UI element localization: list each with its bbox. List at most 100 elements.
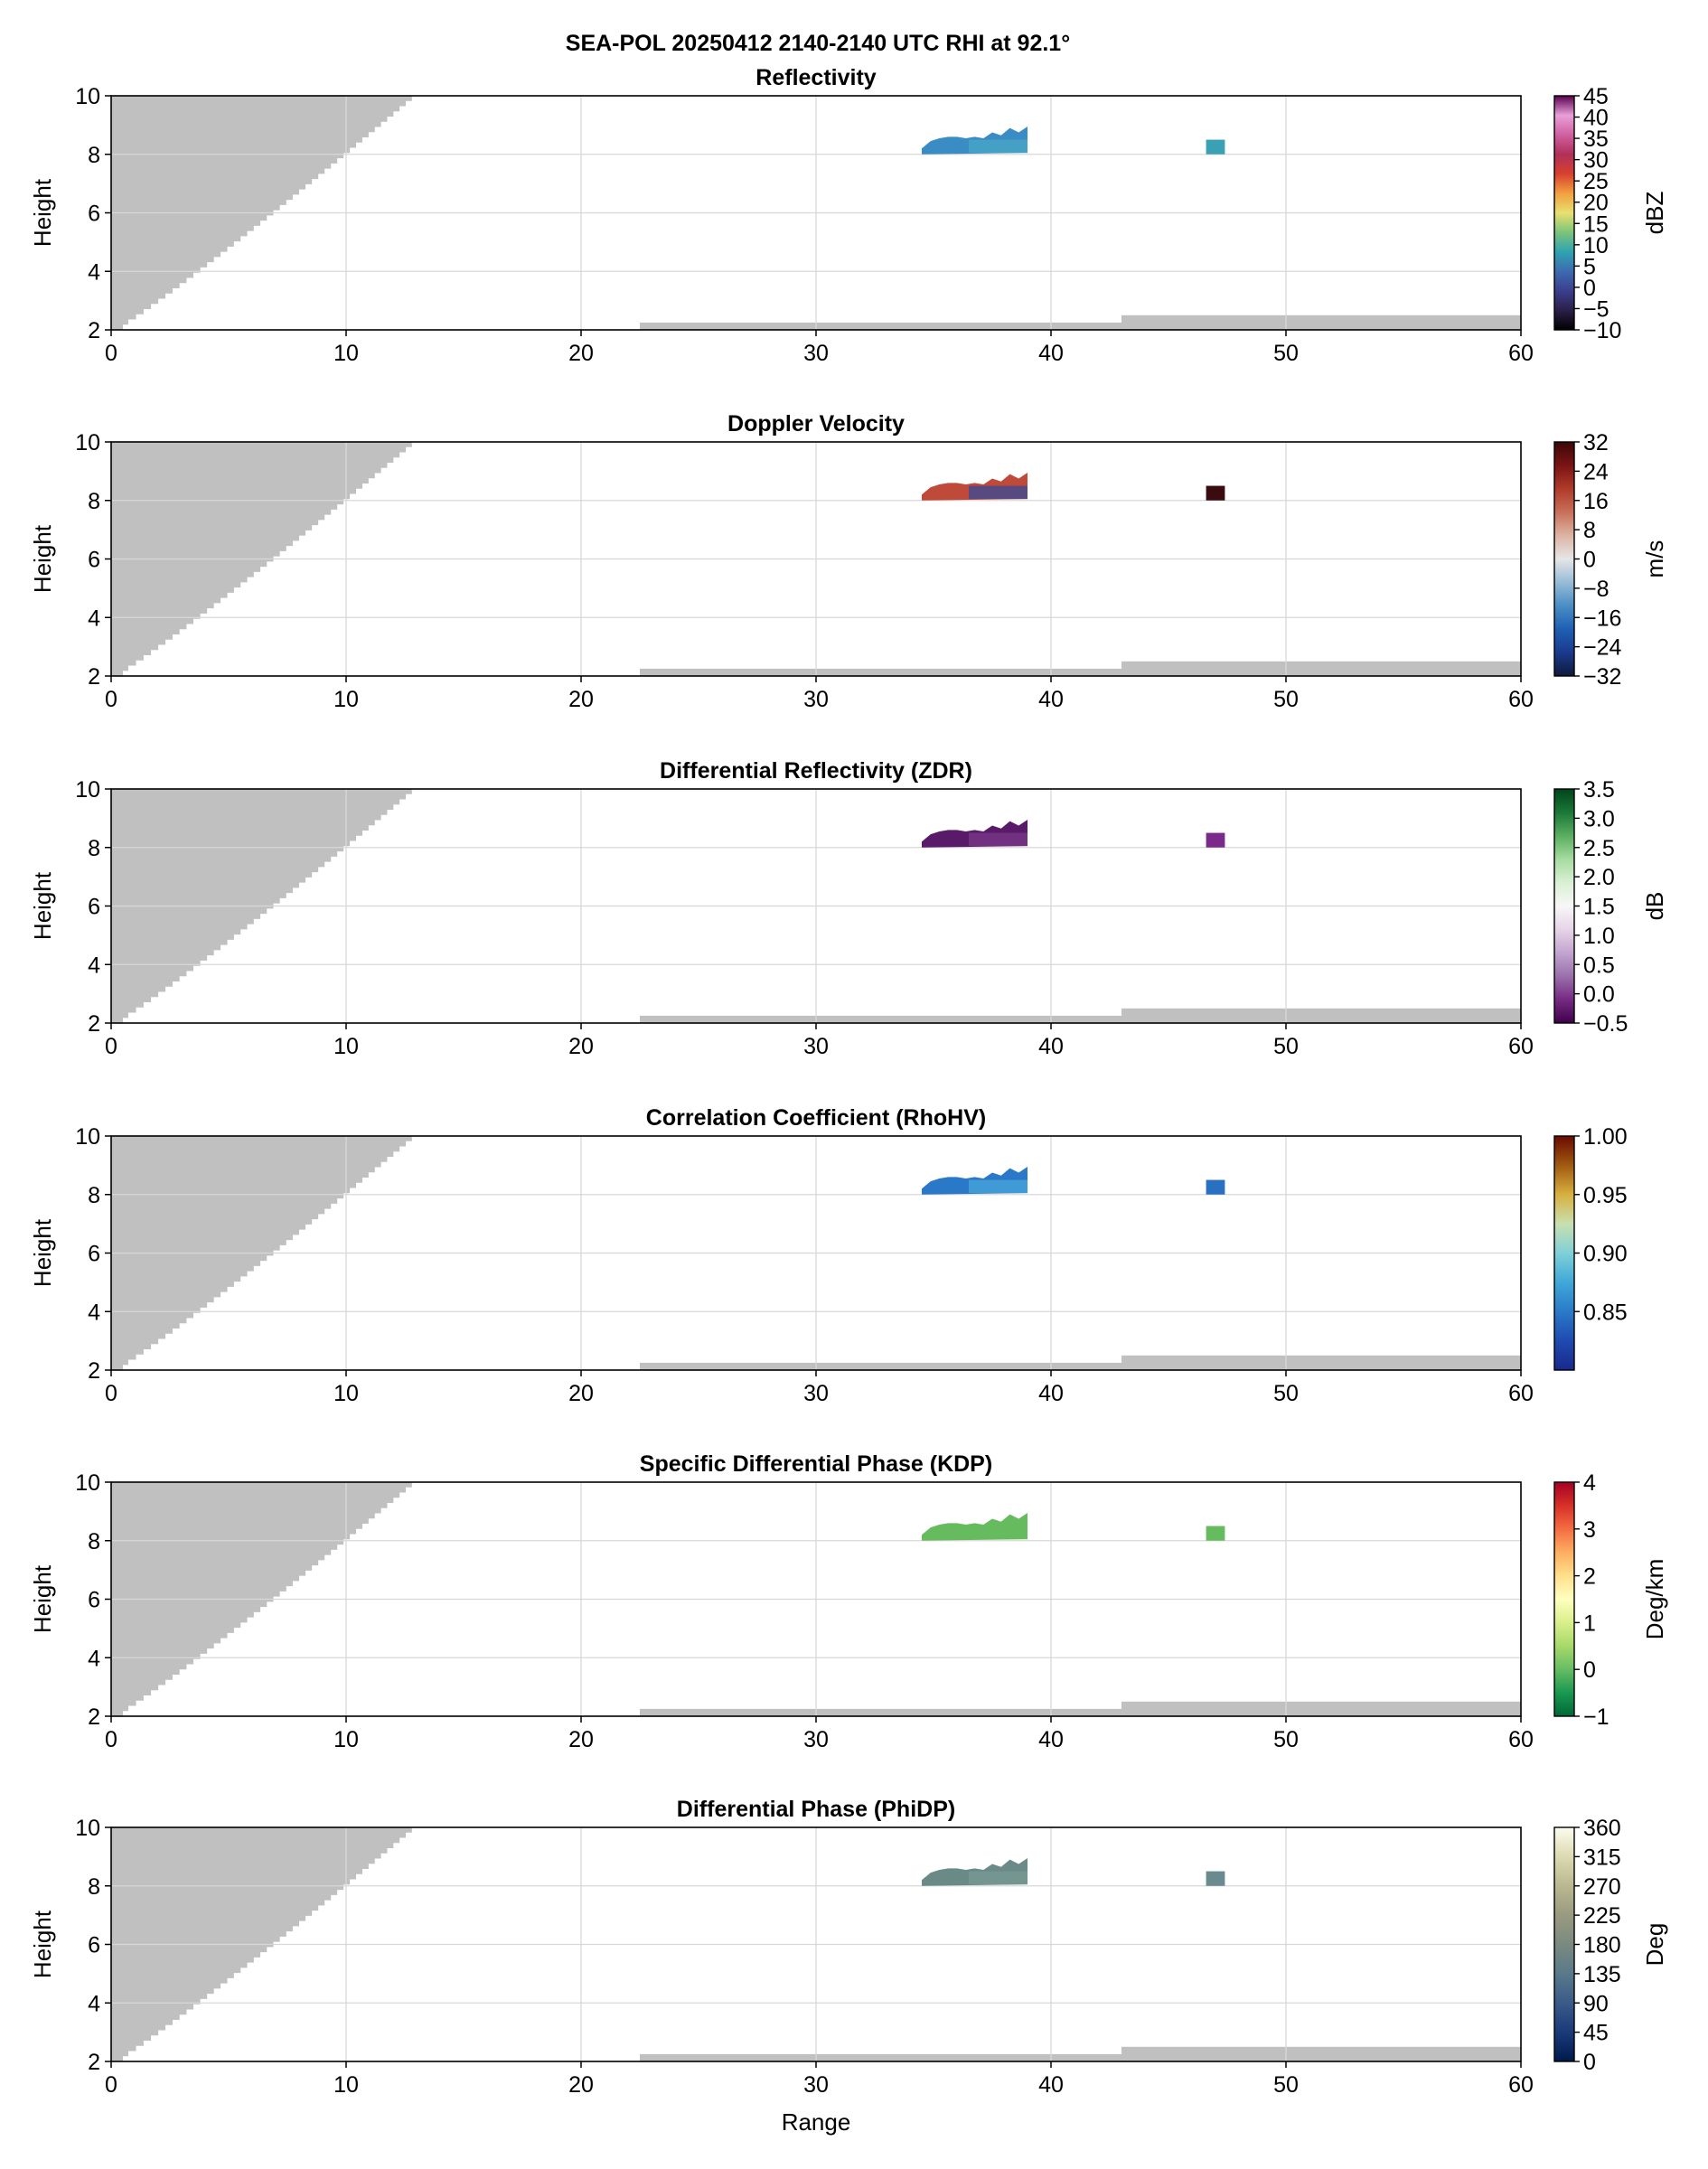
y-tick-label: 4: [88, 606, 100, 631]
colorbar-tick-label: 25: [1583, 169, 1609, 194]
colorbar-tick-label: 3.5: [1583, 777, 1615, 803]
colorbar-tick-label: 15: [1583, 211, 1609, 237]
colorbar-tick-label: 135: [1583, 1962, 1621, 1987]
colorbar-tick-label: 30: [1583, 148, 1609, 174]
colorbar-tick-label: −0.5: [1583, 1011, 1628, 1037]
x-axis-label: Range: [782, 2108, 851, 2136]
colorbar-tick-label: −5: [1583, 296, 1609, 322]
panel-title: Specific Differential Phase (KDP): [640, 1451, 992, 1477]
y-tick-label: 6: [88, 548, 100, 573]
x-tick-label: 0: [105, 2072, 117, 2098]
colorbar-tick-label: −32: [1583, 664, 1621, 690]
x-tick-label: 60: [1508, 341, 1534, 366]
colorbar-tick-label: −16: [1583, 606, 1621, 631]
colorbar-tick-label: −24: [1583, 635, 1622, 661]
ground-strip: [1121, 1008, 1521, 1023]
ground-strip: [640, 1015, 1121, 1023]
x-tick-label: 40: [1038, 1034, 1064, 1059]
colorbar-tick-label: 8: [1583, 518, 1596, 543]
x-tick-label: 50: [1273, 341, 1299, 366]
x-tick-label: 30: [803, 1381, 829, 1406]
colorbar-tick-label: 0.90: [1583, 1242, 1628, 1267]
x-tick-label: 20: [568, 1034, 594, 1059]
y-tick-label: 10: [75, 430, 100, 455]
colorbar-tick-label: 0: [1583, 548, 1596, 573]
y-axis-label: Height: [29, 871, 56, 940]
x-tick-label: 50: [1273, 1727, 1299, 1752]
x-tick-label: 50: [1273, 687, 1299, 712]
y-tick-label: 6: [88, 1933, 100, 1958]
colorbar-tick-label: 2.5: [1583, 836, 1615, 861]
ground-strip: [1121, 2046, 1521, 2061]
y-tick-label: 10: [75, 1470, 100, 1496]
colorbar-tick-label: 10: [1583, 233, 1609, 258]
x-tick-label: 30: [803, 341, 829, 366]
echo-cell: [1206, 832, 1225, 848]
colorbar-tick-label: 32: [1583, 430, 1609, 455]
x-tick-label: 20: [568, 2072, 594, 2098]
colorbar-tick-label: 0: [1583, 1657, 1596, 1683]
colorbar-tick-label: −8: [1583, 577, 1609, 602]
colorbar: [1553, 1826, 1575, 2062]
y-tick-label: 4: [88, 1300, 100, 1325]
x-tick-label: 20: [568, 1381, 594, 1406]
y-tick-label: 10: [75, 777, 100, 803]
colorbar-tick-label: 0.5: [1583, 953, 1615, 978]
colorbar-tick-label: 2: [1583, 1564, 1596, 1590]
colorbar-tick-label: 1.0: [1583, 924, 1615, 949]
ground-strip: [1121, 315, 1521, 330]
x-tick-label: 50: [1273, 1034, 1299, 1059]
x-tick-label: 50: [1273, 2072, 1299, 2098]
colorbar-tick-label: 1: [1583, 1610, 1596, 1636]
y-axis-label: Height: [29, 1564, 56, 1633]
x-tick-label: 10: [333, 341, 359, 366]
panel-6: Differential Phase (PhiDP)0 10 20 30 40 50 602…: [29, 1797, 1668, 2136]
y-axis-label: Height: [29, 178, 56, 247]
suptitle: SEA-POL 20250412 2140-2140 UTC RHI at 92…: [566, 31, 1070, 56]
x-tick-label: 60: [1508, 1034, 1534, 1059]
colorbar-tick-label: 35: [1583, 127, 1609, 152]
y-tick-label: 2: [88, 1011, 100, 1037]
panel-title: Correlation Coefficient (RhoHV): [646, 1105, 986, 1131]
colorbar: [1553, 441, 1575, 677]
x-tick-label: 30: [803, 1727, 829, 1752]
colorbar-tick-label: 0.0: [1583, 982, 1615, 1008]
colorbar-label: dB: [1641, 892, 1668, 921]
y-tick-label: 10: [75, 1124, 100, 1150]
colorbar-tick-label: −10: [1583, 318, 1621, 343]
panel-title: Doppler Velocity: [727, 411, 905, 437]
colorbar-tick-label: 0.95: [1583, 1183, 1628, 1208]
colorbar-tick-label: 225: [1583, 1903, 1621, 1929]
x-tick-label: 20: [568, 1727, 594, 1752]
ground-strip: [1121, 661, 1521, 676]
x-tick-label: 10: [333, 1381, 359, 1406]
y-tick-label: 8: [88, 1874, 100, 1900]
y-tick-label: 2: [88, 2050, 100, 2075]
echo-texture: [969, 1179, 1028, 1194]
y-tick-label: 10: [75, 1816, 100, 1841]
echo-texture: [969, 1871, 1028, 1885]
x-tick-label: 10: [333, 1727, 359, 1752]
colorbar-tick-label: 45: [1583, 2021, 1609, 2046]
y-tick-label: 6: [88, 202, 100, 227]
y-tick-label: 6: [88, 895, 100, 920]
echo-cell: [1206, 139, 1225, 155]
panel-title: Differential Phase (PhiDP): [677, 1797, 955, 1822]
colorbar-tick-label: 360: [1583, 1816, 1621, 1841]
y-tick-label: 8: [88, 489, 100, 514]
x-tick-label: 40: [1038, 2072, 1064, 2098]
colorbar-tick-label: 180: [1583, 1933, 1621, 1958]
colorbar-tick-label: 5: [1583, 254, 1596, 279]
y-tick-label: 4: [88, 1646, 100, 1671]
panel-5: Specific Differential Phase (KDP) 0 10 20 30…: [29, 1451, 1668, 1752]
y-axis-label: Height: [29, 524, 56, 593]
colorbar-label: Deg/km: [1641, 1559, 1668, 1640]
y-tick-label: 4: [88, 953, 100, 978]
echo-texture: [969, 485, 1028, 500]
x-tick-label: 40: [1038, 1381, 1064, 1406]
x-tick-label: 60: [1508, 2072, 1534, 2098]
y-axis-label: Height: [29, 1910, 56, 1978]
